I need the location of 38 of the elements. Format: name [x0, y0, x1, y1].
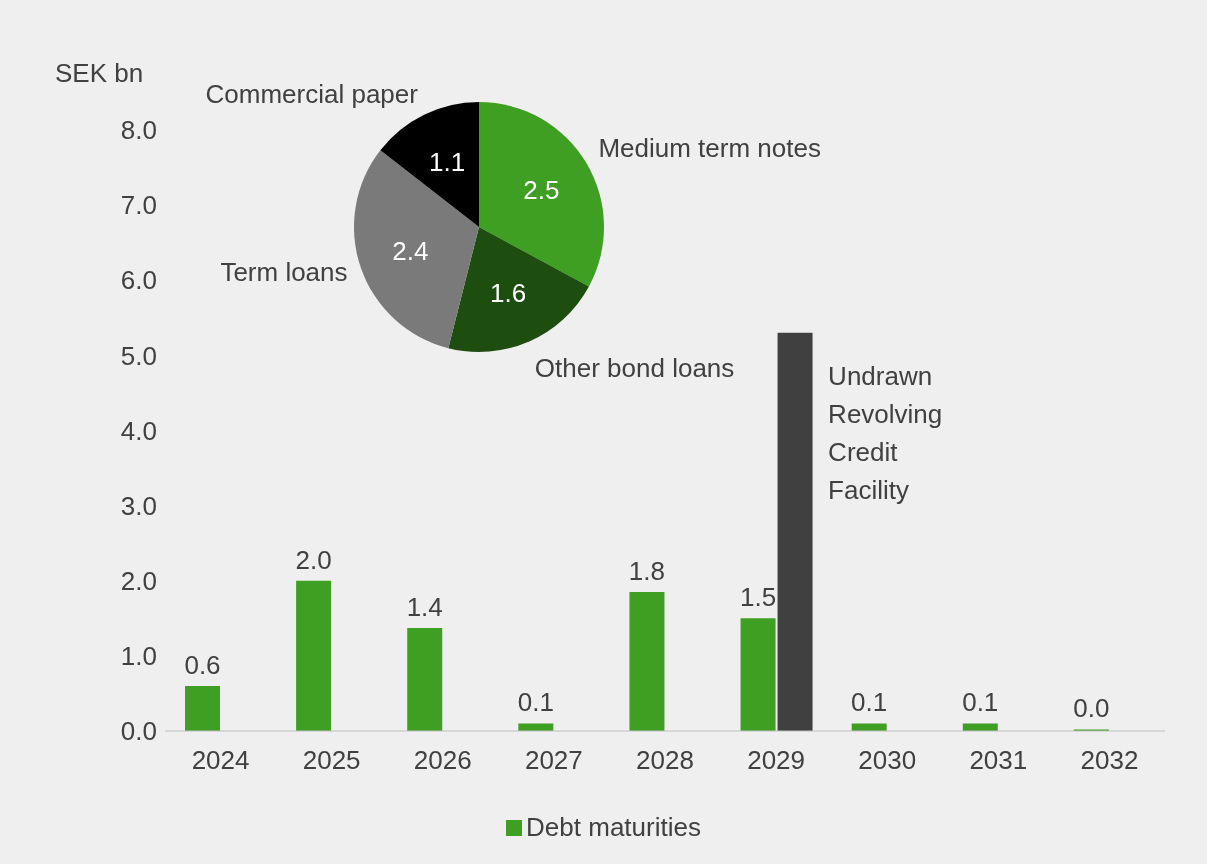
data-label: 0.1: [517, 687, 554, 718]
x-tick-label: 2029: [747, 745, 806, 776]
y-axis-title: SEK bn: [55, 58, 144, 89]
y-tick-label: 3.0: [120, 490, 157, 521]
x-tick-label: 2025: [302, 745, 361, 776]
data-label: 0.1: [962, 687, 999, 718]
x-tick-label: 2027: [524, 745, 583, 776]
slice-label: Term loans: [220, 257, 348, 288]
slice-label: Commercial paper: [205, 79, 419, 110]
x-tick-label: 2026: [413, 745, 472, 776]
data-label: 0.6: [184, 649, 221, 680]
data-label: 1.5: [739, 582, 777, 613]
data-label: 2.0: [295, 544, 332, 575]
data-label: 1.8: [628, 556, 666, 587]
data-label: 0.0: [1073, 693, 1110, 724]
y-tick-label: 2.0: [120, 565, 157, 596]
slice-label: Other bond loans: [534, 353, 735, 384]
x-tick-label: 2028: [636, 745, 694, 776]
legend-label: Debt maturities: [525, 812, 701, 843]
y-tick-label: 6.0: [120, 265, 157, 296]
slice-label: Medium term notes: [598, 132, 821, 163]
y-tick-label: 5.0: [120, 340, 157, 371]
x-tick-label: 2024: [191, 745, 250, 776]
data-label: 1.4: [406, 592, 443, 623]
annotation: Undrawn Revolving Credit Facility: [828, 361, 943, 506]
x-tick-label: 2031: [969, 745, 1028, 776]
data-label: 1.6: [490, 278, 527, 309]
x-tick-label: 2032: [1080, 745, 1139, 776]
data-label: 2.4: [392, 235, 429, 266]
data-label: 1.1: [429, 146, 466, 177]
y-tick-label: 7.0: [120, 190, 157, 221]
y-tick-label: 1.0: [120, 641, 157, 672]
data-label: 2.5: [523, 174, 560, 205]
x-tick-label: 2030: [858, 745, 917, 776]
data-label: 0.1: [851, 687, 888, 718]
y-tick-label: 0.0: [120, 716, 157, 747]
y-tick-label: 4.0: [120, 415, 157, 446]
y-tick-label: 8.0: [120, 115, 157, 146]
